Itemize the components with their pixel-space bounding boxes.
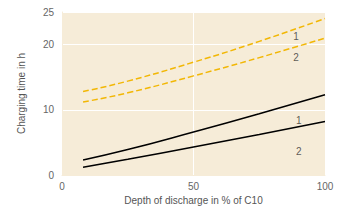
svg-text:20: 20 xyxy=(43,39,55,50)
svg-text:10: 10 xyxy=(43,104,55,115)
svg-text:0: 0 xyxy=(59,181,65,192)
svg-text:0: 0 xyxy=(48,170,54,181)
svg-text:50: 50 xyxy=(188,181,200,192)
svg-text:Charging time in h: Charging time in h xyxy=(16,53,27,134)
svg-text:1: 1 xyxy=(296,115,302,126)
svg-text:100: 100 xyxy=(317,181,334,192)
svg-text:25: 25 xyxy=(43,7,55,18)
svg-text:2: 2 xyxy=(296,146,302,157)
svg-text:2: 2 xyxy=(293,52,299,63)
svg-text:Depth of discharge in % of C10: Depth of discharge in % of C10 xyxy=(124,195,263,206)
svg-text:1: 1 xyxy=(293,31,299,42)
